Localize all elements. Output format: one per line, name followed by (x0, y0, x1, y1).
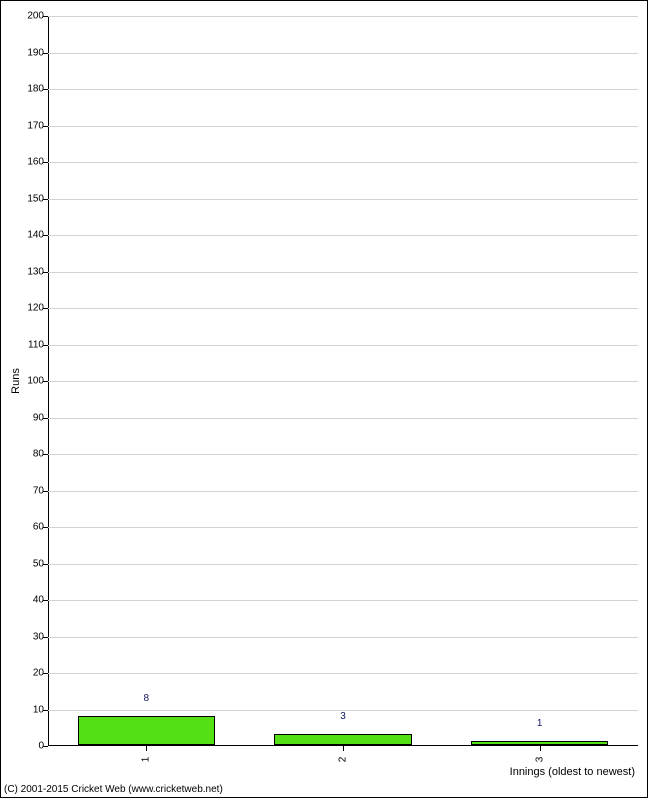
gridline (48, 564, 638, 565)
y-tick-label: 100 (27, 376, 48, 387)
gridline (48, 600, 638, 601)
bar (274, 734, 412, 745)
bar-value-label: 8 (144, 693, 150, 704)
gridline (48, 272, 638, 273)
x-tick-mark (146, 746, 147, 751)
bar (78, 716, 216, 745)
y-tick-label: 200 (27, 11, 48, 22)
gridline (48, 16, 638, 17)
y-tick-label: 120 (27, 303, 48, 314)
y-tick-label: 0 (38, 741, 48, 752)
gridline (48, 491, 638, 492)
x-tick-label: 1 (141, 757, 152, 763)
bar (471, 741, 609, 745)
y-tick-label: 50 (33, 558, 48, 569)
y-tick-label: 30 (33, 631, 48, 642)
y-tick-label: 140 (27, 230, 48, 241)
gridline (48, 126, 638, 127)
x-tick-mark (540, 746, 541, 751)
y-tick-label: 170 (27, 120, 48, 131)
y-tick-label: 190 (27, 47, 48, 58)
gridline (48, 381, 638, 382)
y-tick-label: 130 (27, 266, 48, 277)
gridline (48, 162, 638, 163)
y-tick-label: 180 (27, 84, 48, 95)
chart-frame: 0 10 20 30 40 50 60 70 80 90 100 110 120 130 140 150 160… (0, 0, 648, 798)
gridline (48, 89, 638, 90)
x-tick-label: 3 (534, 757, 545, 763)
copyright-text: (C) 2001-2015 Cricket Web (www.cricketwe… (4, 784, 223, 795)
x-tick-mark (343, 746, 344, 751)
x-tick-label: 2 (338, 757, 349, 763)
gridline (48, 345, 638, 346)
x-axis-label: Innings (oldest to newest) (510, 766, 635, 778)
bar-value-label: 1 (537, 718, 543, 729)
gridline (48, 637, 638, 638)
gridline (48, 308, 638, 309)
y-tick-label: 60 (33, 522, 48, 533)
bar-value-label: 3 (340, 711, 346, 722)
gridline (48, 53, 638, 54)
gridline (48, 673, 638, 674)
y-tick-label: 90 (33, 412, 48, 423)
y-tick-label: 20 (33, 668, 48, 679)
y-tick-label: 150 (27, 193, 48, 204)
y-tick-label: 160 (27, 157, 48, 168)
gridline (48, 527, 638, 528)
gridline (48, 454, 638, 455)
y-axis-label: Runs (10, 368, 22, 394)
plot-area: 0102030405060708090100110120130140150160… (48, 16, 638, 746)
y-tick-label: 70 (33, 485, 48, 496)
y-tick-label: 80 (33, 449, 48, 460)
gridline (48, 199, 638, 200)
y-tick-label: 40 (33, 595, 48, 606)
gridline (48, 235, 638, 236)
y-tick-label: 110 (28, 339, 48, 350)
gridline (48, 418, 638, 419)
y-tick-label: 10 (33, 704, 48, 715)
